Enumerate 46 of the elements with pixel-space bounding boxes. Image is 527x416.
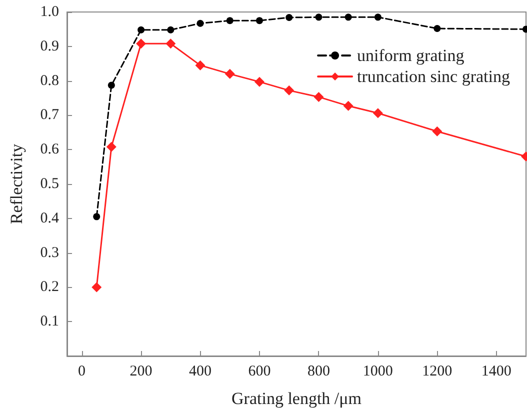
point [314, 92, 324, 102]
point [196, 20, 204, 27]
point [92, 282, 102, 292]
x-tick-label: 1200 [422, 364, 452, 380]
point [256, 17, 263, 24]
point [374, 14, 382, 21]
x-axis-title: Grating length /μm [232, 389, 362, 408]
y-tick-label: 0.3 [40, 244, 59, 261]
point [343, 100, 354, 111]
legend-label: truncation sinc grating [357, 67, 510, 86]
y-tick-label: 0.1 [40, 314, 59, 330]
x-tick-label: 400 [189, 364, 212, 380]
x-tick-label: 0 [78, 364, 86, 380]
point [432, 126, 442, 136]
y-axis-title: Reflectivity [7, 143, 26, 224]
y-tick-label: 0.9 [40, 38, 59, 54]
x-tick-label: 800 [307, 364, 330, 380]
point [254, 76, 264, 87]
y-tick-label: 0.6 [40, 142, 60, 158]
point [106, 142, 116, 152]
point [136, 38, 146, 49]
point [138, 26, 145, 34]
y-tick-label: 0.4 [40, 210, 60, 226]
point [372, 108, 383, 118]
y-tick-label: 0.5 [40, 176, 59, 192]
point [226, 17, 234, 24]
point [284, 85, 294, 96]
legend-label: uniform grating [357, 46, 465, 65]
x-tick-label: 200 [130, 364, 152, 380]
point [344, 14, 352, 21]
point [286, 14, 293, 21]
x-tick-label: 600 [248, 364, 271, 380]
x-tick-label: 1400 [481, 364, 512, 380]
point [195, 60, 206, 70]
y-tick-label: 0.7 [40, 107, 60, 124]
point [434, 25, 441, 32]
y-tick-label: 0.8 [40, 72, 59, 89]
point [224, 68, 235, 79]
y-tick-label: 1.0 [40, 4, 59, 20]
point [108, 82, 115, 89]
point [315, 14, 322, 21]
point [93, 213, 100, 220]
y-tick-label: 0.2 [40, 279, 59, 296]
point [166, 38, 176, 49]
x-tick-label: 1000 [362, 364, 393, 380]
point [167, 26, 174, 34]
